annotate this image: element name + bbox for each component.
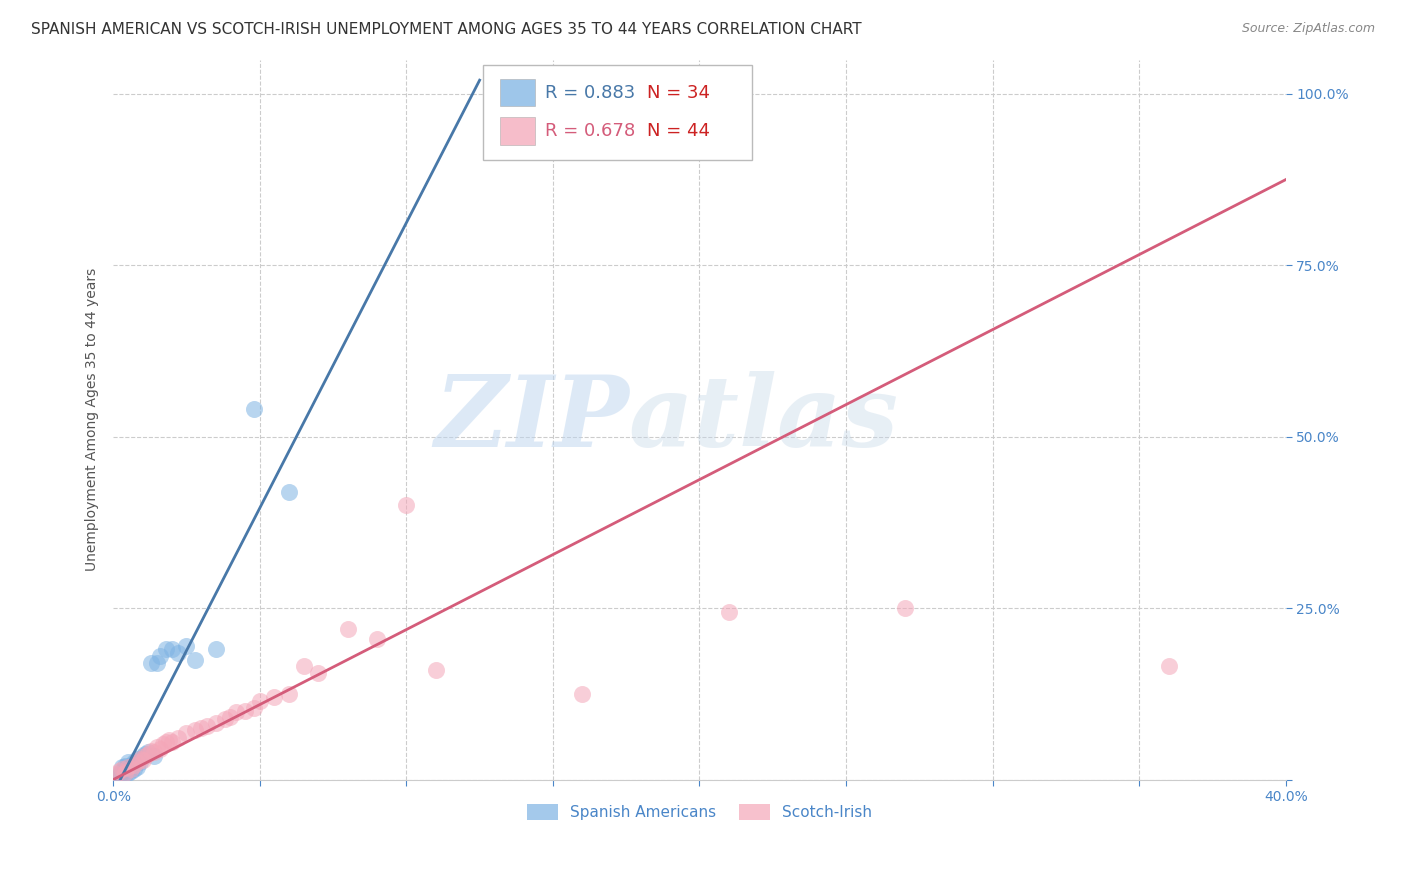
- Text: N = 44: N = 44: [647, 122, 710, 140]
- Point: [111, 764, 134, 779]
- Point: [114, 759, 136, 773]
- Point: [204, 642, 226, 657]
- Text: atlas: atlas: [628, 371, 898, 467]
- Point: [249, 694, 271, 708]
- Point: [225, 706, 247, 720]
- Point: [122, 762, 145, 776]
- Text: ZIP: ZIP: [434, 371, 628, 467]
- Point: [571, 687, 593, 701]
- Point: [184, 723, 207, 738]
- Point: [122, 757, 145, 772]
- Text: N = 34: N = 34: [647, 84, 710, 102]
- Text: R = 0.883: R = 0.883: [544, 84, 636, 102]
- Point: [155, 735, 177, 749]
- Point: [117, 760, 139, 774]
- Point: [278, 687, 301, 701]
- Point: [425, 663, 447, 677]
- Point: [1157, 659, 1180, 673]
- Point: [125, 752, 148, 766]
- Point: [263, 690, 285, 705]
- Point: [395, 498, 418, 512]
- Point: [219, 709, 242, 723]
- Point: [292, 659, 315, 673]
- Point: [134, 747, 156, 761]
- Point: [111, 762, 134, 776]
- Point: [128, 752, 150, 766]
- Point: [190, 721, 212, 735]
- Point: [105, 771, 128, 785]
- Point: [176, 726, 198, 740]
- Text: Source: ZipAtlas.com: Source: ZipAtlas.com: [1241, 22, 1375, 36]
- Point: [125, 760, 148, 774]
- Point: [166, 731, 188, 746]
- Point: [138, 745, 160, 759]
- Point: [149, 649, 172, 664]
- Point: [134, 748, 156, 763]
- Point: [307, 666, 329, 681]
- Point: [160, 642, 183, 657]
- Point: [114, 765, 136, 780]
- Point: [149, 741, 172, 756]
- Point: [114, 762, 136, 776]
- Point: [214, 712, 236, 726]
- Point: [143, 745, 166, 759]
- Point: [120, 762, 142, 776]
- Point: [143, 748, 166, 763]
- Legend: Spanish Americans, Scotch-Irish: Spanish Americans, Scotch-Irish: [522, 797, 877, 826]
- Point: [336, 622, 359, 636]
- Text: R = 0.678: R = 0.678: [544, 122, 636, 140]
- Point: [204, 716, 226, 731]
- Point: [160, 735, 183, 749]
- Point: [117, 760, 139, 774]
- Point: [152, 737, 174, 751]
- Point: [105, 767, 128, 781]
- Point: [108, 764, 131, 779]
- Point: [233, 704, 256, 718]
- Point: [131, 753, 153, 767]
- Point: [243, 402, 266, 417]
- Point: [120, 757, 142, 772]
- Point: [141, 656, 163, 670]
- Point: [111, 765, 134, 780]
- Point: [138, 747, 160, 761]
- Point: [117, 756, 139, 770]
- Point: [278, 484, 301, 499]
- FancyBboxPatch shape: [501, 117, 536, 145]
- Point: [120, 764, 142, 779]
- Point: [146, 656, 169, 670]
- Point: [893, 601, 915, 615]
- Point: [243, 700, 266, 714]
- Point: [108, 769, 131, 783]
- Point: [155, 642, 177, 657]
- Point: [184, 652, 207, 666]
- Point: [717, 605, 740, 619]
- Point: [122, 756, 145, 770]
- Point: [128, 756, 150, 770]
- Y-axis label: Unemployment Among Ages 35 to 44 years: Unemployment Among Ages 35 to 44 years: [86, 268, 100, 571]
- Point: [108, 767, 131, 781]
- Point: [131, 748, 153, 763]
- Text: SPANISH AMERICAN VS SCOTCH-IRISH UNEMPLOYMENT AMONG AGES 35 TO 44 YEARS CORRELAT: SPANISH AMERICAN VS SCOTCH-IRISH UNEMPLO…: [31, 22, 862, 37]
- Point: [114, 767, 136, 781]
- Point: [166, 646, 188, 660]
- Point: [117, 765, 139, 780]
- Point: [195, 719, 218, 733]
- FancyBboxPatch shape: [501, 79, 536, 106]
- Point: [111, 760, 134, 774]
- Point: [125, 756, 148, 770]
- FancyBboxPatch shape: [482, 65, 752, 161]
- Point: [176, 639, 198, 653]
- Point: [157, 732, 180, 747]
- Point: [146, 739, 169, 754]
- Point: [366, 632, 388, 646]
- Point: [141, 744, 163, 758]
